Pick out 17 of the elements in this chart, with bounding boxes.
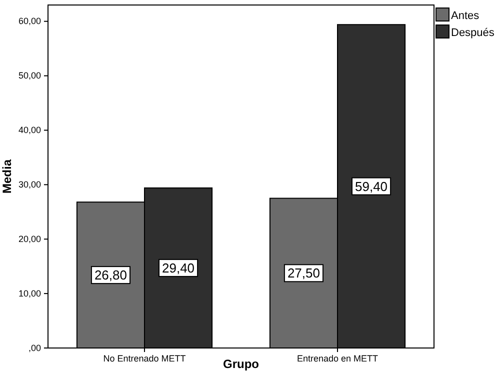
y-tick-label: 50,00 [18, 70, 41, 81]
y-tick-label: ,00 [28, 342, 41, 353]
legend-label: Antes [451, 10, 480, 22]
y-axis-title: Media [0, 159, 14, 194]
data-label: 27,50 [287, 266, 320, 281]
y-tick-label: 30,00 [18, 180, 41, 190]
x-axis-title: Grupo [223, 357, 259, 371]
y-tick-label: 40,00 [18, 125, 41, 136]
y-tick-label: 60,00 [18, 16, 41, 26]
y-tick-label: 20,00 [18, 234, 41, 244]
x-tick-label: No Entrenado METT [103, 353, 186, 364]
y-tick-label: 10,00 [18, 288, 41, 298]
data-label: 29,40 [162, 260, 195, 276]
legend-label: Después [451, 27, 495, 39]
data-label: 59,40 [355, 178, 388, 194]
x-tick-label: Entrenado en METT [296, 353, 379, 364]
data-label: 26,80 [94, 268, 127, 283]
